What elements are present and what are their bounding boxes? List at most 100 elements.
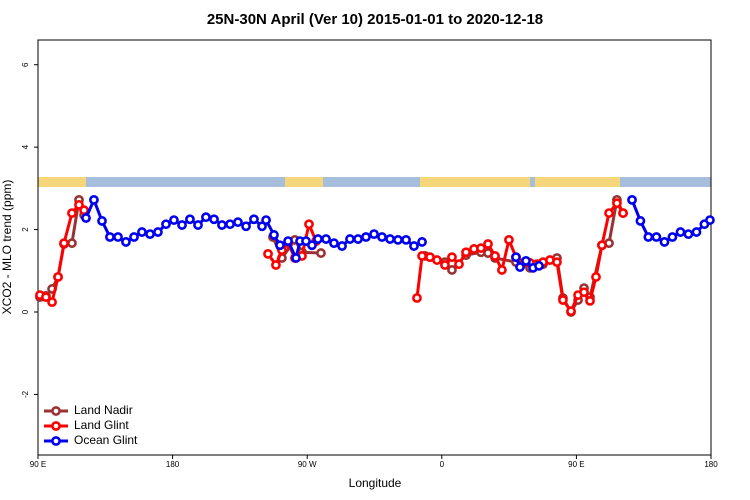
y-tick-label: 4 <box>21 144 30 149</box>
data-point <box>283 236 293 247</box>
ocean-band <box>323 177 420 187</box>
data-point <box>597 240 607 251</box>
data-point <box>659 237 670 247</box>
data-point <box>604 208 614 218</box>
land-band <box>535 177 620 187</box>
data-point <box>304 219 314 230</box>
data-point <box>271 260 281 270</box>
data-point <box>261 215 271 225</box>
x-tick-label: 180 <box>166 460 180 469</box>
series-line <box>39 194 625 315</box>
data-point <box>153 227 163 237</box>
legend-marker <box>51 436 61 446</box>
ocean-band <box>530 177 535 187</box>
plot-frame <box>37 39 712 456</box>
data-point <box>361 232 371 242</box>
data-point <box>193 220 203 230</box>
data-point <box>440 260 450 270</box>
data-point <box>201 212 211 223</box>
data-point <box>41 292 51 303</box>
data-point <box>566 306 576 317</box>
data-point <box>377 232 387 242</box>
data-point <box>67 238 77 249</box>
data-point <box>307 240 317 251</box>
data-point <box>53 272 63 282</box>
y-tick-label: 0 <box>21 309 30 314</box>
data-point <box>345 234 355 244</box>
data-point <box>627 195 637 205</box>
data-point <box>585 295 595 306</box>
legend-marker <box>51 406 61 416</box>
data-point <box>47 297 57 308</box>
data-point <box>275 240 285 251</box>
data-point <box>504 234 514 245</box>
data-point <box>316 248 326 258</box>
data-point <box>161 219 171 230</box>
legend-label: Land Glint <box>74 418 129 432</box>
data-point <box>233 217 243 228</box>
data-point <box>432 255 442 265</box>
data-point <box>447 265 457 275</box>
y-tick-label: 2 <box>21 227 30 232</box>
y-tick-label: 6 <box>21 62 30 67</box>
data-point <box>515 262 525 272</box>
data-point <box>225 219 235 230</box>
data-point <box>705 215 715 225</box>
data-point <box>393 234 403 245</box>
data-point <box>579 287 589 298</box>
data-point <box>667 232 678 242</box>
data-point <box>447 252 457 263</box>
data-point <box>321 234 331 244</box>
data-point <box>337 241 347 251</box>
data-point <box>409 241 419 251</box>
y-axis-label: XCO2 - MLO trend (ppm) <box>0 180 14 315</box>
data-point <box>269 230 279 240</box>
data-point <box>461 247 471 258</box>
y-tick-label: -2 <box>21 390 30 398</box>
series-line <box>39 200 625 315</box>
data-point <box>209 214 219 225</box>
ocean-band <box>86 177 285 187</box>
data-point <box>89 195 99 205</box>
data-point <box>249 214 259 225</box>
data-point <box>490 251 500 261</box>
ocean-band <box>620 177 711 187</box>
x-tick-label: 90 E <box>568 460 584 469</box>
x-axis-label: Longitude <box>349 476 402 490</box>
data-point <box>635 216 646 226</box>
x-tick-label: 90 W <box>298 460 317 469</box>
data-point <box>81 213 91 223</box>
data-point <box>145 229 155 240</box>
data-point <box>534 260 544 271</box>
data-point <box>691 227 702 237</box>
data-point <box>385 234 395 244</box>
legend-label: Land Nadir <box>74 403 133 417</box>
x-tick-label: 90 E <box>30 460 46 469</box>
data-point <box>591 272 601 282</box>
legend-marker <box>51 421 61 431</box>
data-point <box>483 239 493 249</box>
x-tick-label: 180 <box>704 460 718 469</box>
data-point <box>177 220 187 230</box>
data-point <box>241 221 251 232</box>
data-point <box>329 238 339 249</box>
data-point <box>454 259 464 270</box>
x-tick-label: 0 <box>440 460 445 469</box>
data-point <box>511 252 521 263</box>
data-point <box>169 215 179 225</box>
data-point <box>59 238 69 249</box>
data-point <box>412 293 422 303</box>
data-point <box>291 253 301 263</box>
data-point <box>105 232 115 242</box>
data-point <box>612 198 622 209</box>
data-point <box>79 205 89 216</box>
data-point <box>552 257 562 268</box>
data-point <box>417 251 427 261</box>
data-point <box>137 227 147 237</box>
data-point <box>97 216 107 226</box>
land-band <box>285 177 323 187</box>
data-point <box>521 255 531 266</box>
land-ocean-band <box>38 177 711 187</box>
